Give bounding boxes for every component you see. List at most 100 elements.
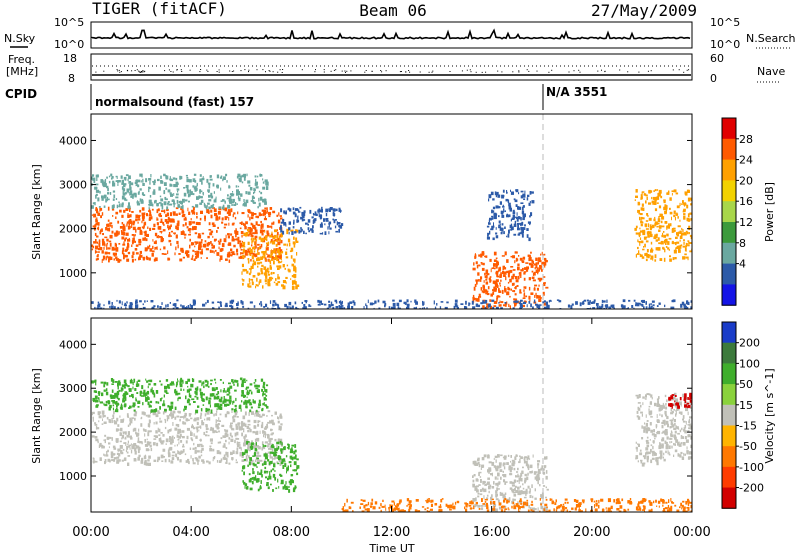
- echo-cell: [265, 180, 268, 185]
- echo-cell: [211, 427, 214, 432]
- echo-cell: [224, 413, 228, 418]
- echo-cell: [606, 510, 608, 512]
- echo-cell: [194, 449, 197, 454]
- echo-cell: [238, 405, 242, 409]
- echo-cell: [157, 410, 160, 414]
- echo-cell: [111, 176, 114, 179]
- echo-cell: [220, 248, 224, 251]
- echo-cell: [251, 195, 255, 199]
- echo-cell: [503, 304, 506, 307]
- echo-cell: [292, 283, 294, 286]
- echo-cell: [480, 287, 483, 291]
- echo-cell: [613, 307, 615, 309]
- echo-cell: [156, 218, 159, 221]
- echo-cell: [167, 405, 170, 408]
- echo-cell: [164, 219, 168, 223]
- echo-cell: [622, 299, 626, 303]
- echo-cell: [94, 422, 97, 425]
- echo-cell: [508, 205, 511, 210]
- echo-cell: [111, 418, 113, 422]
- echo-cell: [125, 232, 129, 236]
- echo-cell: [679, 219, 681, 222]
- echo-cell: [526, 228, 529, 231]
- nave-dot: [627, 71, 629, 73]
- echo-cell: [108, 252, 111, 255]
- echo-cell: [169, 405, 173, 409]
- echo-cell: [135, 397, 137, 401]
- echo-cell: [176, 240, 179, 245]
- echo-cell: [126, 258, 130, 262]
- echo-cell: [207, 408, 210, 411]
- echo-cell: [157, 414, 159, 417]
- echo-cell: [168, 226, 170, 231]
- echo-cell: [103, 439, 105, 442]
- echo-cell: [495, 257, 498, 259]
- echo-cell: [408, 506, 412, 510]
- echo-cell: [178, 253, 181, 255]
- echo-cell: [679, 230, 682, 235]
- echo-cell: [262, 181, 265, 184]
- echo-cell: [149, 244, 151, 248]
- echo-cell: [224, 304, 228, 308]
- echo-cell: [177, 397, 179, 402]
- nave-dot: [432, 70, 434, 72]
- echo-cell: [682, 229, 684, 233]
- echo-cell: [608, 306, 611, 309]
- echo-cell: [509, 278, 512, 283]
- echo-cell: [690, 435, 692, 440]
- echo-cell: [125, 397, 127, 401]
- echo-cell: [188, 228, 192, 231]
- echo-cell: [290, 464, 292, 468]
- echo-cell: [488, 467, 492, 471]
- echo-cell: [675, 247, 678, 249]
- echo-cell: [482, 480, 486, 484]
- echo-cell: [95, 250, 97, 253]
- echo-cell: [536, 305, 539, 308]
- echo-cell: [228, 184, 230, 189]
- echo-cell: [482, 262, 485, 266]
- echo-cell: [246, 454, 248, 457]
- echo-cell: [148, 203, 150, 206]
- echo-cell: [237, 422, 240, 426]
- echo-cell: [126, 222, 128, 226]
- echo-cell: [683, 427, 686, 429]
- echo-cell: [344, 510, 347, 512]
- echo-cell: [528, 202, 531, 206]
- echo-cell: [650, 241, 653, 245]
- echo-cell: [134, 240, 136, 243]
- echo-cell: [170, 230, 173, 233]
- echo-cell: [667, 450, 669, 455]
- echo-cell: [234, 238, 237, 241]
- echo-cell: [635, 441, 637, 444]
- echo-cell: [218, 430, 220, 433]
- echo-cell: [146, 213, 148, 217]
- echo-cell: [256, 455, 259, 457]
- echo-cell: [281, 260, 283, 263]
- echo-cell: [518, 477, 521, 482]
- echo-cell: [498, 206, 501, 209]
- echo-cell: [232, 400, 235, 404]
- echo-cell: [543, 261, 547, 266]
- echo-cell: [198, 380, 202, 383]
- echo-cell: [513, 467, 516, 471]
- echo-cell: [502, 265, 505, 270]
- echo-cell: [639, 253, 641, 258]
- echo-cell: [537, 471, 541, 474]
- echo-cell: [664, 221, 668, 224]
- echo-cell: [134, 417, 136, 421]
- nsearch-label: N.Search: [746, 32, 796, 45]
- echo-cell: [267, 451, 269, 454]
- echo-cell: [539, 498, 541, 501]
- echo-cell: [534, 476, 537, 480]
- echo-cell: [216, 450, 220, 455]
- echo-cell: [512, 460, 515, 463]
- echo-cell: [280, 448, 283, 452]
- echo-cell: [279, 225, 282, 230]
- echo-cell: [219, 379, 222, 381]
- echo-cell: [334, 299, 338, 302]
- echo-cell: [281, 458, 284, 463]
- echo-cell: [290, 278, 292, 280]
- echo-cell: [283, 210, 285, 214]
- echo-cell: [196, 427, 199, 431]
- echo-cell: [440, 301, 444, 303]
